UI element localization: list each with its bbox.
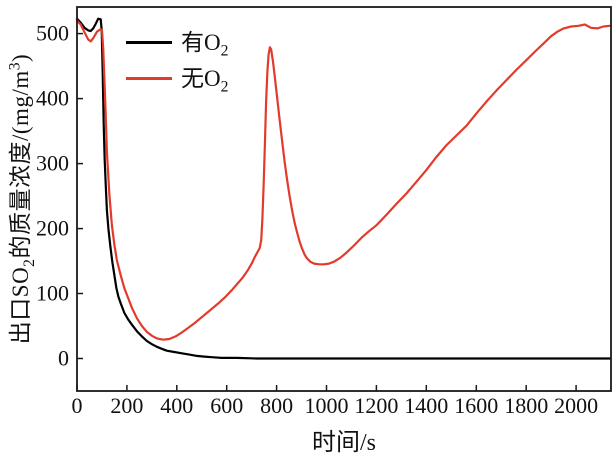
y-tick-label-0: 0 (58, 346, 69, 371)
y-title-part1: 出口SO (8, 266, 34, 345)
x-tick-label-1600: 1600 (454, 393, 498, 418)
y-axis-title: 出口SO2的质量浓度/(mg/m3) (1, 54, 39, 344)
y-axis-title-area: 出口SO2的质量浓度/(mg/m3) (0, 7, 40, 391)
legend: 有O2 无O2 (126, 24, 228, 96)
x-tick-label-1000: 1000 (305, 393, 349, 418)
y-tick-label-300: 300 (36, 151, 69, 176)
legend-label-without-o2: 无O2 (181, 66, 229, 96)
x-title-text: 时间/s (311, 430, 376, 456)
x-tick-label-2000: 2000 (554, 393, 598, 418)
x-tick-label-400: 400 (160, 393, 193, 418)
x-axis-title: 时间/s (77, 422, 611, 456)
legend-line-swatch-black (126, 40, 172, 44)
y-title-subscript: 2 (20, 258, 38, 267)
legend-item-with-o2: 有O2 (126, 24, 228, 60)
x-tick-label-1400: 1400 (404, 393, 448, 418)
x-tick-label-1800: 1800 (504, 393, 548, 418)
x-tick-label-1200: 1200 (354, 393, 398, 418)
x-tick-label-0: 0 (72, 393, 83, 418)
y-title-superscript: 3 (6, 61, 24, 71)
y-tick-label-500: 500 (36, 21, 69, 46)
x-tick-label-800: 800 (260, 393, 293, 418)
legend-line-swatch-red (126, 76, 172, 80)
legend-label-with-o2: 有O2 (181, 30, 229, 60)
y-tick-label-400: 400 (36, 86, 69, 111)
x-tick-label-600: 600 (210, 393, 243, 418)
y-title-part2: 的质量浓度/(mg/m (8, 70, 34, 259)
x-tick-label-200: 200 (110, 393, 143, 418)
y-tick-label-100: 100 (36, 281, 69, 306)
axes-frame (76, 6, 612, 392)
series-line-0 (75, 17, 611, 360)
series-line-1 (75, 19, 611, 341)
legend-item-without-o2: 无O2 (126, 60, 228, 96)
y-title-part3: ) (8, 53, 34, 62)
y-tick-label-200: 200 (36, 216, 69, 241)
